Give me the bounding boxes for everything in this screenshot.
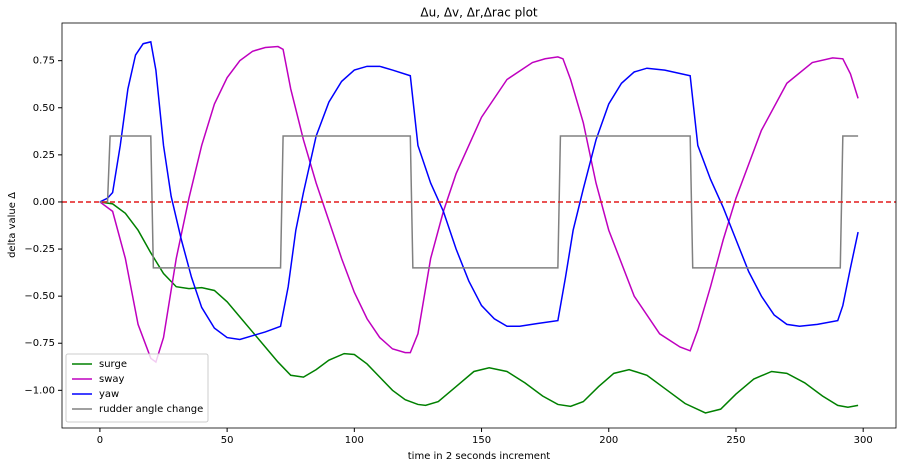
y-tick-label: 0.75 (33, 56, 55, 67)
legend-label: surge (99, 359, 127, 370)
legend-box (65, 353, 209, 423)
y-tick-label: −1.00 (24, 385, 55, 396)
chart-title: Δu, Δv, Δr,Δrac plot (420, 6, 538, 20)
x-tick-label: 200 (599, 435, 618, 446)
x-axis-label: time in 2 seconds increment (408, 451, 551, 462)
x-tick-label: 300 (854, 435, 873, 446)
x-tick-label: 250 (726, 435, 745, 446)
y-tick-label: −0.50 (24, 291, 55, 302)
legend-label: yaw (99, 389, 119, 400)
x-tick-label: 150 (472, 435, 491, 446)
plot-frame (61, 22, 897, 429)
series-line (99, 135, 859, 269)
y-tick-label: 0.50 (33, 103, 55, 114)
y-tick-label: 0.00 (33, 197, 55, 208)
y-tick-label: 0.25 (33, 150, 55, 161)
y-tick-label: −0.75 (24, 338, 55, 349)
series-line (99, 45, 859, 364)
legend-label: sway (99, 374, 125, 385)
y-axis-label: delta value Δ (7, 192, 18, 258)
legend-label: rudder angle change (99, 404, 203, 415)
x-tick-label: 0 (97, 435, 103, 446)
y-tick-label: −0.25 (24, 244, 55, 255)
x-tick-label: 100 (345, 435, 364, 446)
x-tick-label: 50 (221, 435, 234, 446)
series-line (99, 40, 859, 341)
series-line (99, 201, 859, 414)
